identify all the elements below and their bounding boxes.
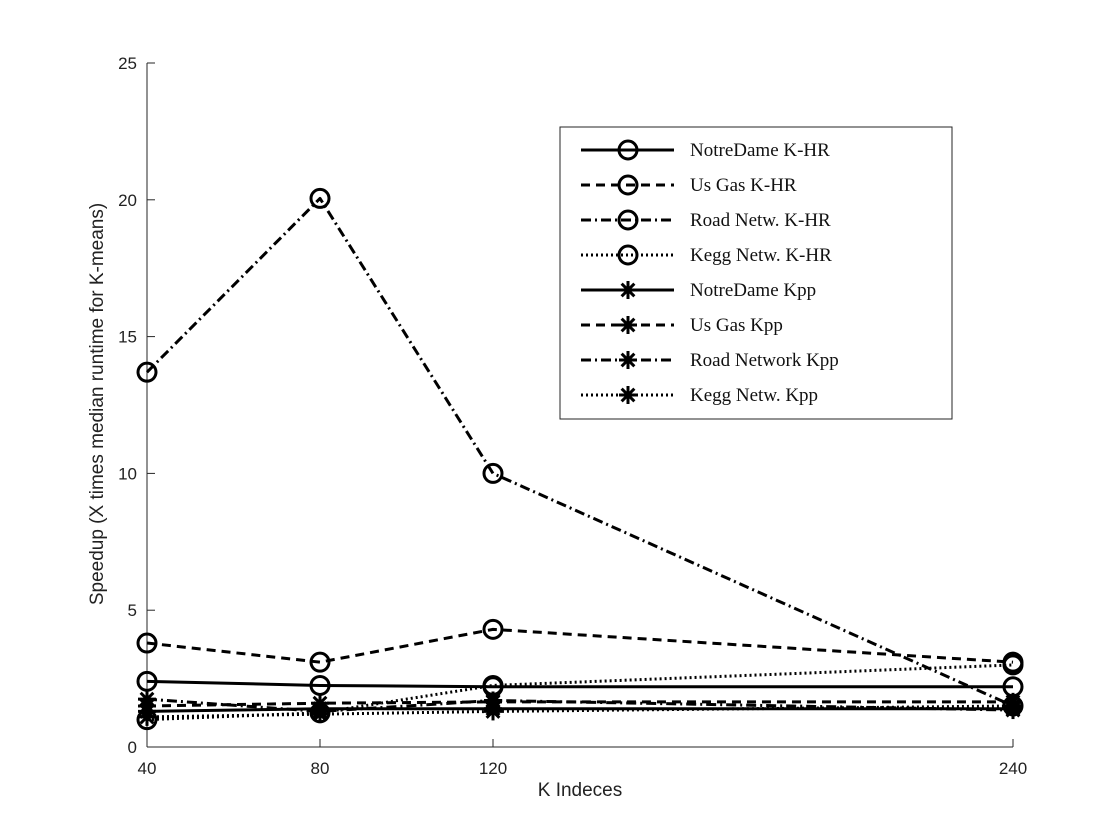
circle-marker: [617, 209, 639, 231]
legend-entry: Us Gas Kpp: [581, 315, 783, 336]
legend-label: Road Netw. K-HR: [690, 210, 831, 231]
y-tick-label: 5: [128, 601, 137, 620]
legend-entry: Road Netw. K-HR: [581, 209, 831, 231]
asterisk-marker: [311, 705, 329, 724]
legend-entry: Kegg Netw. Kpp: [581, 385, 818, 406]
y-tick-label: 15: [118, 328, 137, 347]
series-line: [145, 196, 1014, 708]
legend-entry: Us Gas K-HR: [581, 174, 797, 196]
circle-marker: [309, 187, 331, 209]
legend-label: Road Network Kpp: [690, 350, 839, 371]
y-tick-label: 20: [118, 191, 137, 210]
x-axis-title: K Indeces: [538, 780, 623, 801]
circle-marker: [482, 618, 504, 640]
series-line: [146, 704, 1014, 719]
x-tick-label: 40: [138, 759, 157, 778]
asterisk-marker: [138, 707, 156, 726]
asterisk-marker: [619, 316, 637, 334]
circle-marker: [482, 462, 504, 484]
asterisk-marker: [138, 690, 156, 709]
legend-label: Us Gas K-HR: [690, 175, 797, 196]
series-line: [146, 679, 1013, 689]
y-axis-title: Speedup (X times median runtime for K-me…: [87, 203, 108, 605]
legend-entry: Kegg Netw. K-HR: [581, 244, 832, 266]
series-line: [146, 627, 1014, 664]
circle-marker: [309, 651, 331, 673]
series-layer: [136, 187, 1024, 731]
y-tick-label: 10: [118, 464, 137, 483]
series-8: [138, 696, 1022, 726]
asterisk-marker: [619, 281, 637, 299]
legend-entry: Road Network Kpp: [581, 350, 839, 371]
x-tick-label: 120: [479, 759, 507, 778]
circle-marker: [617, 174, 639, 196]
circle-marker: [136, 632, 158, 654]
y-tick-label: 25: [118, 54, 137, 73]
legend-label: NotreDame Kpp: [690, 280, 816, 301]
legend-label: Kegg Netw. Kpp: [690, 385, 818, 406]
circle-marker: [617, 139, 639, 161]
x-tick-label: 240: [999, 759, 1027, 778]
circle-marker: [617, 244, 639, 266]
asterisk-marker: [1004, 696, 1022, 715]
axes: 0 5 10 15 20 25 40 80 120 240: [118, 54, 1027, 778]
circle-marker: [1002, 654, 1024, 676]
series-line: [146, 700, 1013, 708]
legend-entry: NotreDame Kpp: [581, 280, 816, 301]
circle-marker: [136, 361, 158, 383]
legend-entry: NotreDame K-HR: [581, 139, 830, 161]
legend-label: NotreDame K-HR: [690, 140, 830, 161]
asterisk-marker: [619, 386, 637, 404]
asterisk-marker: [484, 702, 502, 721]
x-tick-label: 80: [311, 759, 330, 778]
series-line: [146, 697, 1014, 713]
y-tick-label: 0: [128, 738, 137, 757]
legend-label: Us Gas Kpp: [690, 315, 783, 336]
legend-label: Kegg Netw. K-HR: [690, 245, 832, 266]
series-3: [136, 187, 1024, 717]
legend-box: [559, 126, 953, 420]
asterisk-marker: [619, 351, 637, 369]
legend: NotreDame K-HR Us Gas K-HR Road Netw. K-HR…: [559, 126, 953, 420]
